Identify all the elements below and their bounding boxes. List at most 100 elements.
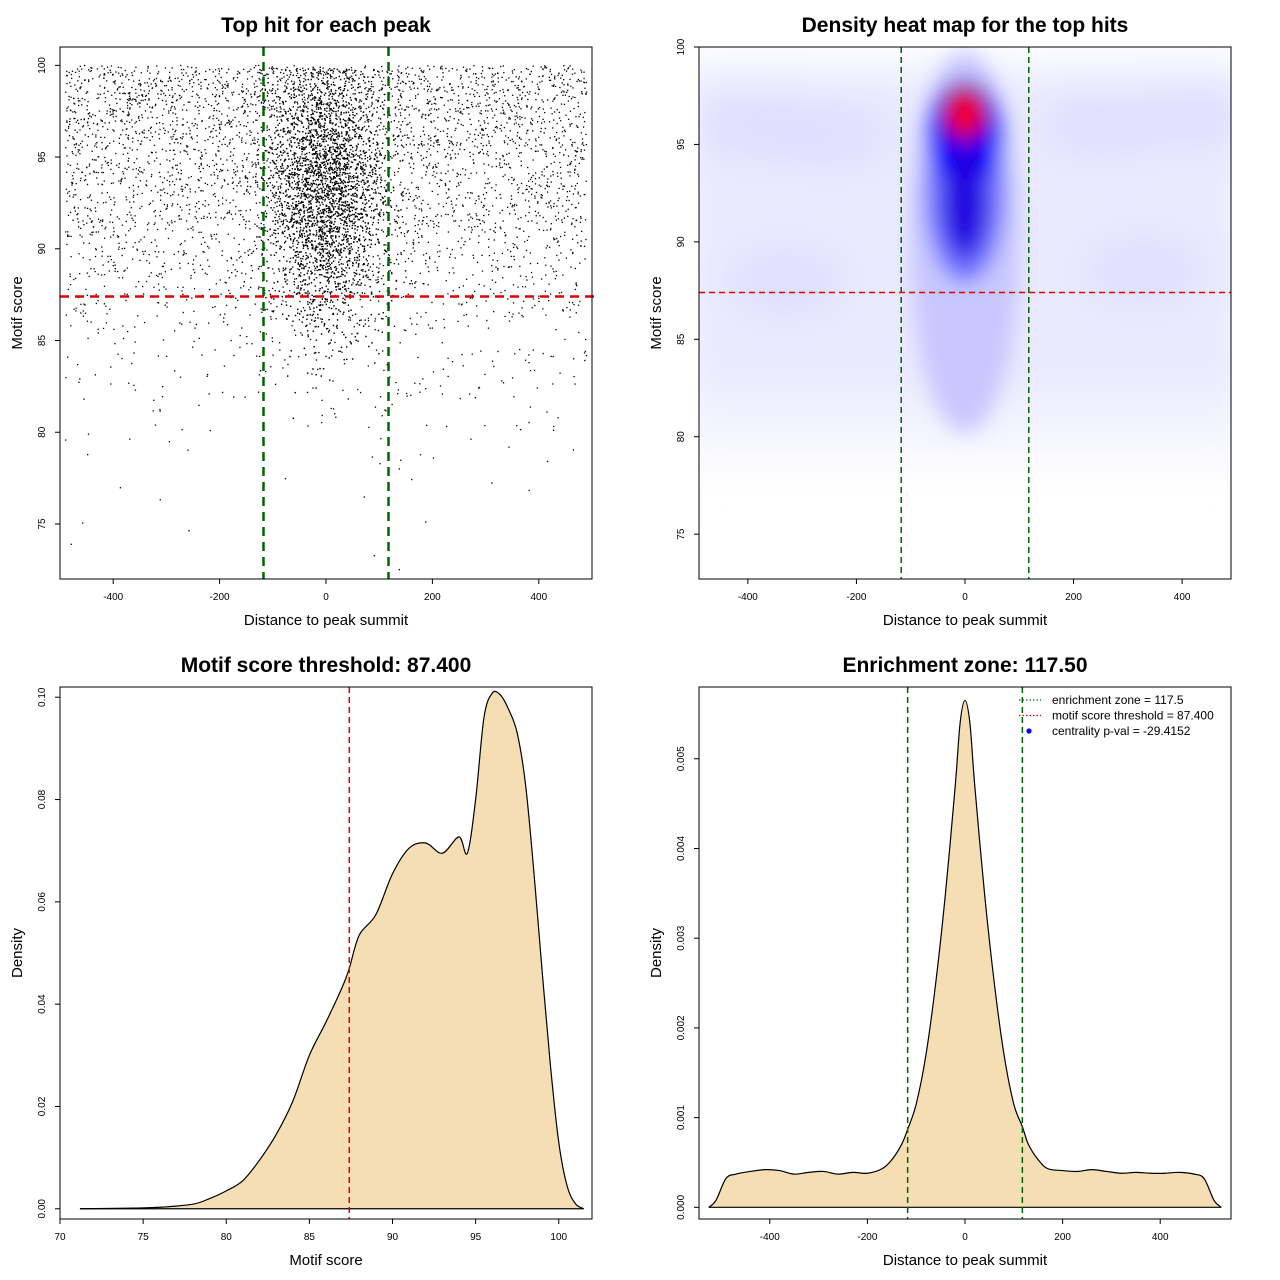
data-point (504, 113, 506, 115)
data-point (568, 199, 570, 202)
data-point (470, 216, 472, 218)
data-point (539, 81, 541, 83)
data-point (66, 120, 68, 122)
data-point (311, 162, 313, 164)
data-point (555, 328, 557, 331)
data-point (247, 115, 249, 117)
data-point (195, 70, 197, 72)
data-point (420, 78, 422, 81)
data-point (123, 247, 126, 249)
data-point (291, 146, 293, 148)
data-point (165, 228, 167, 230)
data-point (494, 189, 496, 192)
data-point (492, 117, 494, 119)
data-point (201, 154, 203, 156)
data-point (314, 317, 317, 319)
data-point (371, 188, 373, 190)
data-point (479, 124, 481, 127)
data-point (168, 77, 170, 80)
data-point (467, 325, 469, 327)
data-point (535, 215, 537, 217)
data-point (539, 144, 541, 146)
data-point (577, 175, 580, 177)
data-point (411, 260, 413, 262)
data-point (96, 123, 99, 125)
data-point (439, 385, 442, 387)
data-point (325, 272, 327, 274)
data-point (196, 135, 198, 137)
data-point (404, 134, 406, 137)
data-point (425, 311, 427, 314)
data-point (366, 156, 369, 159)
data-point (74, 188, 76, 191)
data-point (284, 82, 287, 84)
data-point (220, 170, 223, 172)
data-point (82, 220, 84, 222)
data-point (293, 83, 295, 85)
data-point (387, 116, 389, 118)
data-point (580, 240, 582, 242)
data-point (309, 123, 312, 126)
data-point (148, 129, 150, 132)
data-point (356, 127, 359, 129)
data-point (405, 83, 407, 85)
data-point (160, 194, 162, 197)
data-point (390, 121, 393, 123)
data-point (557, 199, 559, 202)
data-point (471, 101, 473, 104)
data-point (537, 212, 539, 214)
data-point (112, 129, 114, 131)
data-point (430, 140, 432, 142)
data-point (379, 215, 381, 218)
data-point (411, 182, 413, 184)
data-point (101, 167, 103, 169)
data-point (87, 136, 89, 138)
data-point (522, 91, 524, 94)
data-point (155, 103, 157, 105)
data-point (79, 87, 81, 90)
data-point (219, 168, 222, 171)
data-point (320, 124, 322, 126)
data-point (406, 392, 408, 395)
data-point (200, 162, 203, 165)
data-point (172, 180, 174, 183)
data-point (476, 146, 478, 148)
data-point (479, 151, 482, 153)
data-point (511, 316, 513, 318)
data-point (322, 240, 325, 242)
data-point (289, 290, 291, 292)
data-point (227, 84, 229, 87)
data-point (345, 176, 347, 178)
data-point (412, 200, 414, 202)
data-point (94, 374, 96, 376)
data-point (102, 202, 105, 204)
data-point (426, 222, 428, 225)
data-point (77, 97, 79, 99)
data-point (328, 110, 331, 112)
data-point (236, 134, 238, 136)
data-point (433, 171, 435, 173)
data-point (318, 251, 321, 253)
data-point (360, 117, 362, 119)
data-point (243, 110, 246, 112)
data-point (414, 97, 417, 99)
data-point (253, 67, 255, 69)
data-point (572, 193, 575, 195)
data-point (482, 194, 485, 196)
data-point (399, 82, 402, 85)
data-point (410, 394, 412, 396)
data-point (291, 214, 293, 217)
data-point (311, 373, 313, 375)
data-point (439, 67, 442, 70)
data-point (478, 95, 481, 98)
data-point (299, 139, 301, 141)
data-point (584, 219, 587, 221)
data-point (68, 135, 71, 137)
data-point (127, 160, 129, 162)
data-point (544, 290, 547, 293)
data-point (353, 279, 355, 281)
data-point (119, 487, 122, 489)
data-point (516, 424, 518, 427)
data-point (65, 231, 67, 233)
data-point (532, 159, 534, 161)
